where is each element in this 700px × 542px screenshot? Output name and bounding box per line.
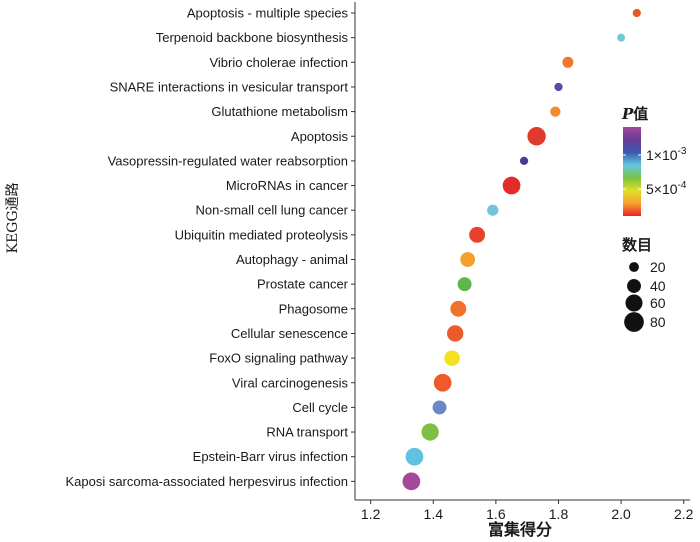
size-legend-circle [629, 262, 639, 272]
color-legend: P值 1×10-3 5×10-4 [621, 105, 687, 216]
size-legend-title: 数目 [622, 236, 652, 254]
category-label: Cell cycle [292, 400, 348, 415]
x-tick-label: 2.2 [674, 506, 694, 522]
size-legend-circle [624, 312, 644, 332]
category-label: Viral carcinogenesis [232, 375, 349, 390]
data-point [433, 373, 452, 392]
size-legend-circle [627, 279, 641, 293]
data-point [421, 423, 439, 441]
data-point [519, 156, 529, 166]
x-tick-label: 1.4 [424, 506, 444, 522]
data-point [554, 82, 563, 92]
data-point [460, 252, 476, 267]
data-point [450, 300, 467, 317]
category-label: Kaposi sarcoma-associated herpesvirus in… [65, 474, 348, 489]
size-legend-label: 80 [650, 314, 666, 330]
x-tick-label: 1.2 [361, 506, 381, 522]
size-legend-label: 40 [650, 278, 666, 294]
x-tick-label: 1.8 [549, 506, 569, 522]
size-legend-circle [625, 294, 643, 312]
category-label: Cellular senescence [231, 326, 348, 341]
x-ticks: 1.2 1.4 1.6 1.8 2.0 2.2 [361, 500, 694, 522]
x-axis-title: 富集得分 [488, 520, 552, 539]
data-points [402, 8, 641, 491]
x-tick-label: 2.0 [611, 506, 631, 522]
data-point [432, 400, 447, 415]
category-label: Apoptosis [291, 129, 349, 144]
size-legend-label: 60 [650, 295, 666, 311]
category-label: FoxO signaling pathway [209, 351, 348, 366]
data-point [617, 33, 626, 42]
category-label: Non-small cell lung cancer [196, 203, 349, 218]
category-label: SNARE interactions in vesicular transpor… [110, 79, 349, 94]
color-scale-bar [623, 127, 641, 216]
data-point [632, 8, 641, 18]
category-label: Epstein-Barr virus infection [193, 449, 348, 464]
category-label: RNA transport [266, 425, 348, 440]
color-scale-label: 5×10-4 [646, 180, 687, 197]
category-label: Ubiquitin mediated proteolysis [175, 227, 349, 242]
data-point [550, 106, 561, 117]
category-label: Phagosome [279, 301, 348, 316]
data-point [405, 447, 424, 466]
color-legend-title: P值 [621, 105, 648, 123]
category-label: MicroRNAs in cancer [226, 178, 349, 193]
axes [351, 2, 690, 501]
data-point [527, 127, 546, 146]
data-point [402, 472, 421, 491]
category-label: Terpenoid backbone biosynthesis [156, 30, 349, 45]
category-label: Autophagy - animal [236, 252, 348, 267]
category-label: Vibrio cholerae infection [209, 55, 348, 70]
data-point [447, 325, 464, 342]
category-labels: Apoptosis - multiple species Terpenoid ba… [65, 6, 348, 489]
category-label: Vasopressin-regulated water reabsorption [108, 153, 348, 168]
category-label: Prostate cancer [257, 277, 349, 292]
data-point [469, 226, 486, 243]
category-label: Glutathione metabolism [211, 104, 348, 119]
data-point [457, 277, 472, 292]
data-point [444, 350, 460, 366]
size-legend-label: 20 [650, 259, 666, 275]
color-scale-label: 1×10-3 [646, 146, 687, 163]
category-label: Apoptosis - multiple species [187, 6, 349, 21]
data-point [502, 176, 521, 195]
y-axis-title: KEGG通路 [5, 182, 21, 253]
data-point [487, 204, 499, 216]
x-tick-label: 1.6 [486, 506, 506, 522]
data-point [562, 56, 574, 68]
